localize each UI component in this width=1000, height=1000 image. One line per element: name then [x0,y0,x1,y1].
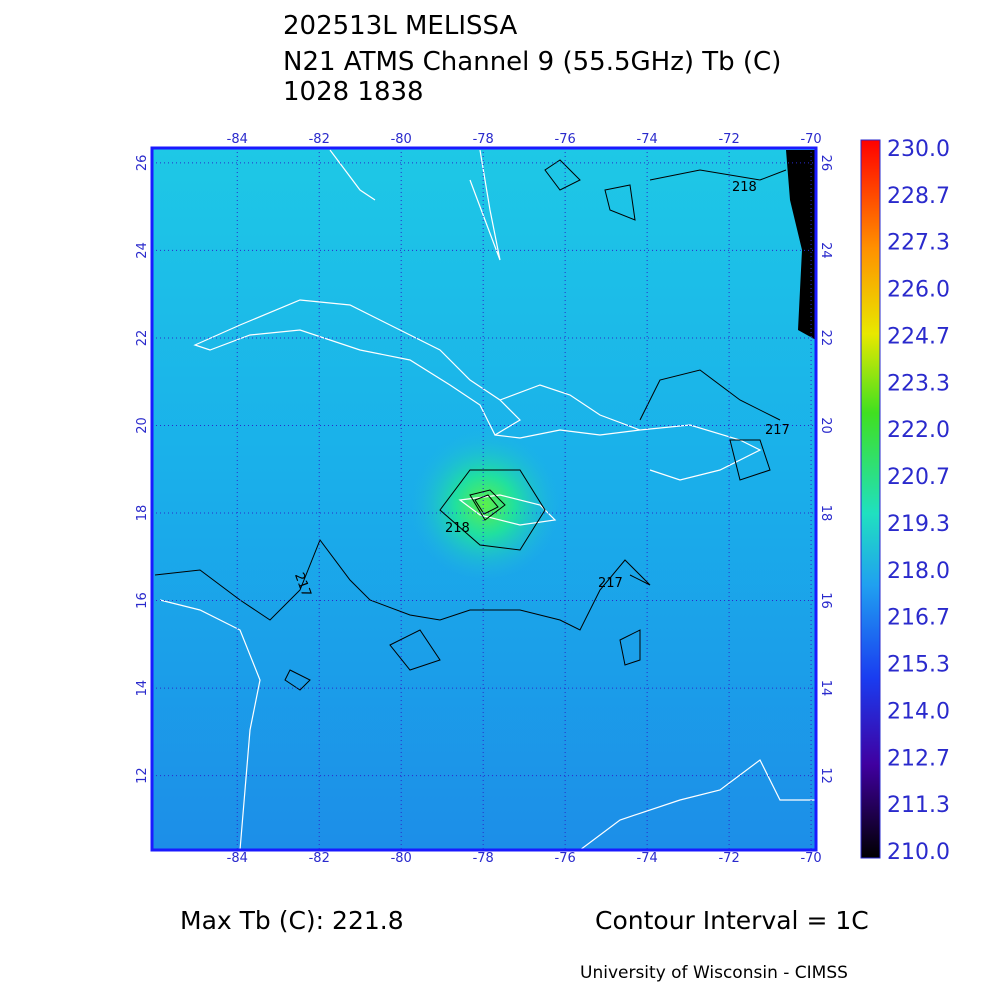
max-tb: Max Tb (C): 221.8 [180,906,404,935]
lon-label: -72 [718,132,739,147]
contours [154,159,787,691]
lon-label: -76 [555,851,576,866]
lat-label: 22 [818,330,833,347]
lon-label: -70 [800,851,821,866]
lon-label: -84 [227,851,248,866]
lat-label: 26 [818,155,833,172]
colorbar-label: 219.3 [887,512,950,537]
lat-label: 22 [135,330,150,347]
lon-label: -74 [637,132,658,147]
colorbar-scale [860,139,881,859]
lat-label: 20 [135,417,150,434]
colorbar: 230.0 228.7 227.3 226.0 224.7 223.3 222.0 220.7… [860,137,950,865]
lon-label: -80 [391,851,412,866]
lon-label: -72 [718,851,739,866]
title-line: N21 ATMS Channel 9 (55.5GHz) Tb (C) [283,47,781,77]
contour-label: 217 [598,576,623,591]
coastlines [159,149,816,851]
lat-label: 14 [135,680,150,697]
title-line: 1028 1838 [283,77,424,107]
colorbar-label: 224.7 [887,324,950,349]
colorbar-label: 216.7 [887,606,950,631]
colorbar-label: 230.0 [887,137,950,162]
lon-label: -80 [391,132,412,147]
lon-label: -82 [309,132,330,147]
colorbar-label: 226.0 [887,278,950,303]
lat-label: 20 [818,417,833,434]
storm-core [152,148,816,850]
lat-label: 14 [818,680,833,697]
colorbar-label: 223.3 [887,371,950,396]
title-block: 202513L MELISSA N21 ATMS Channel 9 (55.5… [283,11,781,107]
colorbar-label: 220.7 [887,465,950,490]
lat-label: 16 [818,592,833,609]
lat-label: 18 [135,505,150,522]
lon-label: -82 [309,851,330,866]
colorbar-label: 211.3 [887,793,950,818]
credit: University of Wisconsin - CIMSS [580,963,848,983]
lon-label: -78 [473,132,494,147]
lon-label: -78 [473,851,494,866]
lon-label: -84 [227,132,248,147]
lat-label: 16 [135,592,150,609]
colorbar-label: 222.0 [887,418,950,443]
colorbar-label: 218.0 [887,559,950,584]
lon-label: -76 [555,132,576,147]
edge-artifact [786,150,816,340]
lon-label: -70 [800,132,821,147]
colorbar-label: 228.7 [887,184,950,209]
contour-interval: Contour Interval = 1C [595,906,869,935]
lat-label: 12 [818,767,833,784]
lat-label: 26 [135,155,150,172]
lon-label: -74 [637,851,658,866]
colorbar-label: 210.0 [887,840,950,865]
lat-label: 12 [135,767,150,784]
colorbar-label: 214.0 [887,699,950,724]
contour-label: 218 [732,180,757,195]
lat-label: 18 [818,505,833,522]
contour-label: 218 [445,521,470,536]
graticule: -84 -84 -82 -82 -80 -80 -78 -78 -76 -76 -74 -74 -72 -… [135,132,833,866]
map: 218 217 218 217 217 -84-84-82-82-80-80-7… [135,132,833,866]
footer: Max Tb (C): 221.8 Contour Interval = 1C … [180,906,869,983]
colorbar-label: 212.7 [887,746,950,771]
title-line: 202513L MELISSA [283,11,518,41]
map-frame [150,146,818,852]
lat-label: 24 [135,242,150,259]
colorbar-label: 227.3 [887,231,950,256]
lat-label: 24 [818,242,833,259]
contour-label: 217 [765,423,790,438]
colorbar-label: 215.3 [887,653,950,678]
